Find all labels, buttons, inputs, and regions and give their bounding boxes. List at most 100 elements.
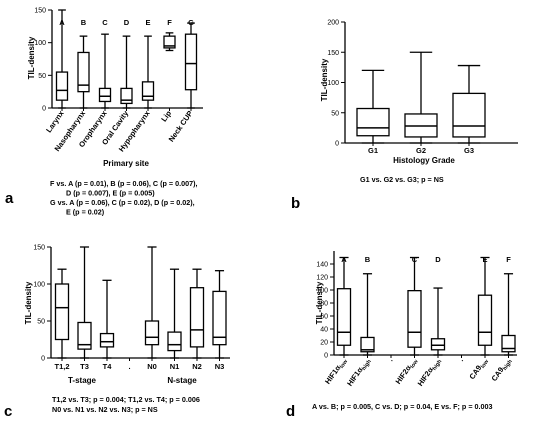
- group-letter: F: [506, 255, 511, 264]
- y-tick-label: 50: [37, 319, 45, 326]
- x-tick-label-subscript: high: [432, 358, 444, 371]
- y-tick-label: 150: [34, 8, 46, 15]
- panel-c: 0 50 100 150 TIL-density T1,2 T3 T4. N0 N1 N2 N3 T-s…: [4, 245, 230, 420]
- x-tick-label: G3: [464, 146, 474, 155]
- x-tick-label: T3: [80, 362, 89, 371]
- box-iqr: [452, 92, 486, 138]
- box-3: [407, 256, 422, 356]
- box-1: [404, 51, 438, 144]
- box-iqr: [189, 287, 205, 348]
- box-iqr: [336, 288, 352, 346]
- caption-line: D (p = 0.007), E (p = 0.005): [66, 189, 155, 198]
- x-tick-label: Larynx: [44, 108, 66, 134]
- group-letter: B: [365, 255, 371, 264]
- box-iqr: [163, 35, 176, 49]
- caption-line: E (p = 0.02): [66, 208, 105, 217]
- box-iqr: [55, 71, 69, 101]
- panel-a: 050100150TIL-densityLarynxANasopharynxBO…: [5, 8, 203, 217]
- y-tick-label: 20: [320, 340, 328, 347]
- box-iqr: [77, 51, 90, 93]
- box-0: [55, 9, 69, 109]
- y-axis-label: TIL-density: [27, 36, 36, 79]
- box-iqr: [360, 336, 375, 353]
- caption-line: A vs. B; p = 0.005, C vs. D; p = 0.04, E…: [312, 402, 493, 411]
- panel-label: d: [286, 403, 295, 420]
- box-1: [77, 35, 90, 109]
- group-letter: B: [81, 18, 87, 27]
- box-2: [452, 64, 486, 144]
- box-1: [360, 273, 375, 356]
- y-tick-label: 0: [42, 106, 46, 113]
- x-tick-label: T1,2: [54, 362, 69, 371]
- y-tick-label: 0: [41, 356, 45, 363]
- y-tick-label: 200: [327, 20, 339, 27]
- x-tick-label-subscript: high: [502, 358, 514, 371]
- x-tick-label: CA9low: [467, 355, 490, 382]
- box-7: [501, 273, 516, 356]
- box-1: [77, 246, 92, 359]
- caption-line: N0 vs. N1 vs. N2 vs. N3; p = NS: [52, 405, 158, 414]
- y-tick-label: 120: [316, 275, 328, 282]
- y-tick-label: 100: [327, 80, 339, 87]
- x-tick-label: .: [457, 356, 466, 363]
- x-tick-label: Lip: [159, 109, 173, 124]
- y-tick-label: 150: [33, 245, 45, 252]
- panel-label: b: [291, 195, 300, 212]
- y-tick-label: 80: [320, 301, 328, 308]
- box-4: [144, 246, 160, 359]
- box-4: [141, 35, 155, 109]
- y-tick-label: 150: [327, 50, 339, 57]
- box-iqr: [356, 107, 390, 137]
- box-3: [120, 35, 133, 109]
- box-6: [184, 22, 198, 109]
- y-tick-label: 140: [316, 262, 328, 269]
- box-iqr: [212, 290, 227, 346]
- group-label: T-stage: [68, 376, 97, 385]
- x-tick-label-base: .: [386, 356, 395, 363]
- x-tick-label-base: .: [457, 356, 466, 363]
- box-iqr: [184, 33, 198, 91]
- y-tick-label: 50: [38, 73, 46, 80]
- caption-line: F vs. A (p = 0.01), B (p = 0.06), C (p =…: [50, 179, 197, 188]
- group-letter: F: [167, 18, 172, 27]
- box-0: [54, 268, 70, 359]
- box-4: [430, 287, 446, 356]
- x-tick-label-subscript: low: [410, 358, 421, 370]
- x-axis-label: Primary site: [103, 159, 149, 168]
- y-tick-label: 60: [320, 314, 328, 321]
- caption-line: G vs. A (p = 0.06), C (p = 0.02), D (p =…: [50, 198, 195, 207]
- x-axis-label: Histology Grade: [393, 156, 455, 165]
- box-6: [189, 268, 205, 359]
- box-7: [212, 270, 227, 359]
- box-iqr: [430, 338, 446, 351]
- box-0: [336, 256, 352, 356]
- y-tick-label: 0: [335, 141, 339, 148]
- box-2: [98, 33, 112, 109]
- box-iqr: [144, 320, 160, 346]
- box-iqr: [501, 334, 516, 353]
- y-axis-label: TIL-density: [315, 281, 324, 324]
- y-tick-label: 40: [320, 327, 328, 334]
- box-0: [356, 69, 390, 144]
- box-5: [163, 32, 176, 52]
- x-tick-label: T4: [103, 362, 113, 371]
- x-tick-label: CA9high: [489, 355, 514, 384]
- caption-line: G1 vs. G2 vs. G3; p = NS: [360, 175, 444, 184]
- x-tick-label: N3: [215, 362, 225, 371]
- box-iqr: [477, 294, 493, 346]
- group-label: N-stage: [167, 376, 197, 385]
- x-tick-label: HIF2αhigh: [416, 355, 444, 388]
- y-tick-label: 100: [316, 288, 328, 295]
- x-tick-label: N0: [147, 362, 157, 371]
- y-tick-label: 50: [331, 110, 339, 117]
- x-tick-label: .: [386, 356, 395, 363]
- box-iqr: [54, 283, 70, 341]
- x-tick-label: N2: [192, 362, 202, 371]
- box-2: [99, 279, 115, 359]
- group-letter: D: [435, 255, 441, 264]
- y-tick-label: 100: [33, 282, 45, 289]
- x-tick-label: HIF1αhigh: [345, 355, 373, 388]
- group-letter: E: [145, 18, 150, 27]
- y-tick-label: 0: [324, 353, 328, 360]
